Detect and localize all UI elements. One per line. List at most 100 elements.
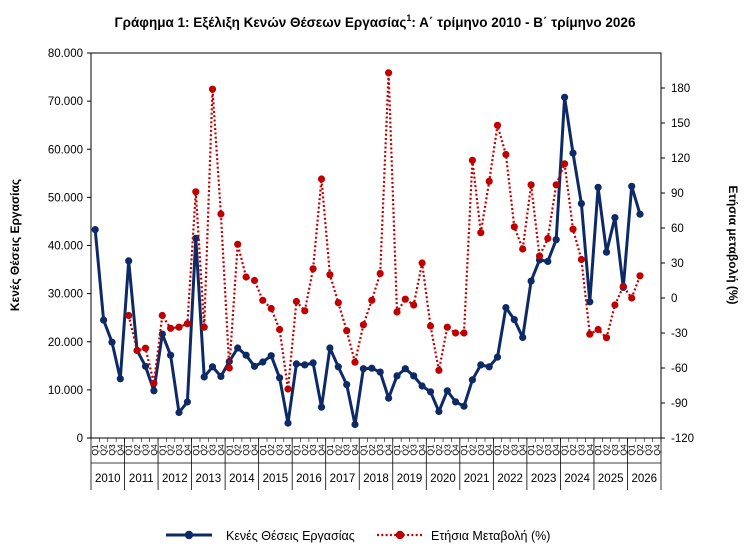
vacancies-point bbox=[435, 407, 443, 416]
vacancies-point bbox=[125, 257, 133, 265]
annual-change-point bbox=[192, 188, 200, 196]
annual-change-point bbox=[410, 301, 418, 309]
vacancies-point bbox=[183, 398, 191, 406]
quarter-label: Q4 bbox=[283, 444, 293, 456]
quarter-label: Q2 bbox=[132, 444, 142, 456]
annual-change-point bbox=[343, 327, 351, 335]
quarter-label: Q2 bbox=[400, 444, 410, 456]
quarter-label: Q1 bbox=[124, 444, 134, 456]
quarter-label: Q3 bbox=[509, 444, 519, 456]
year-label: 2015 bbox=[263, 473, 289, 485]
quarter-label: Q1 bbox=[157, 444, 167, 456]
vacancies-point bbox=[351, 420, 359, 429]
left-axis-tick-label: 40.000 bbox=[48, 241, 83, 253]
left-axis-tick-label: 0 bbox=[77, 433, 83, 445]
annual-change-point bbox=[393, 308, 401, 316]
annual-change-point bbox=[359, 321, 367, 329]
legend-marker-vacancies bbox=[184, 530, 194, 540]
annual-change-point bbox=[435, 366, 443, 374]
quarter-label: Q4 bbox=[618, 444, 628, 456]
year-label: 2010 bbox=[95, 473, 121, 485]
year-label: 2019 bbox=[397, 473, 423, 485]
left-axis-tick-label: 20.000 bbox=[48, 337, 83, 349]
annual-change-point bbox=[443, 323, 451, 331]
vacancies-point bbox=[602, 248, 611, 256]
quarter-label: Q4 bbox=[518, 444, 528, 456]
annual-change-point bbox=[468, 156, 476, 164]
quarter-label: Q3 bbox=[610, 444, 620, 456]
series-line-annual-change bbox=[127, 71, 642, 391]
quarter-label: Q1 bbox=[425, 444, 435, 456]
annual-change-point bbox=[284, 385, 292, 393]
vacancies-point bbox=[611, 214, 619, 222]
annual-change-point bbox=[594, 325, 602, 334]
quarter-label: Q4 bbox=[216, 444, 226, 456]
vacancies-point bbox=[116, 375, 124, 383]
annual-change-point bbox=[183, 320, 191, 328]
quarter-label: Q4 bbox=[585, 444, 595, 456]
annual-change-point bbox=[351, 358, 359, 366]
legend-label-annual-change: Ετήσια Μεταβολή (%) bbox=[431, 529, 550, 543]
annual-change-point bbox=[150, 379, 158, 387]
vacancies-point bbox=[301, 361, 309, 369]
vacancies-point bbox=[259, 358, 267, 366]
vacancies-point bbox=[477, 361, 485, 369]
annual-change-point bbox=[125, 311, 133, 320]
year-label: 2016 bbox=[296, 473, 322, 485]
vacancies-point bbox=[443, 387, 451, 395]
quarter-label: Q2 bbox=[166, 444, 176, 456]
quarter-label: Q3 bbox=[241, 444, 251, 456]
quarter-label: Q3 bbox=[375, 444, 385, 456]
vacancies-point bbox=[267, 352, 275, 360]
quarter-label: Q3 bbox=[107, 444, 117, 456]
annual-change-point bbox=[317, 175, 326, 183]
quarter-label: Q4 bbox=[115, 444, 125, 456]
annual-change-point bbox=[217, 210, 225, 218]
annual-change-point bbox=[200, 323, 208, 331]
right-axis-tick-label: 90 bbox=[671, 188, 684, 200]
annual-change-point bbox=[292, 297, 300, 306]
quarter-label: Q3 bbox=[140, 444, 150, 456]
annual-change-point bbox=[242, 273, 250, 281]
year-label: 2022 bbox=[497, 473, 523, 485]
vacancies-point bbox=[401, 365, 409, 373]
annual-change-point bbox=[611, 301, 619, 309]
year-label: 2025 bbox=[598, 473, 624, 485]
quarter-label: Q2 bbox=[434, 444, 444, 456]
annual-change-point bbox=[519, 245, 527, 253]
annual-change-point bbox=[334, 299, 342, 307]
annual-change-point bbox=[301, 307, 309, 315]
vacancies-point bbox=[100, 316, 108, 324]
annual-change-point bbox=[460, 329, 468, 337]
legend-label-vacancies: Κενές Θέσεις Εργασίας bbox=[226, 529, 355, 543]
quarter-label: Q2 bbox=[568, 444, 578, 456]
vacancies-point bbox=[577, 200, 586, 208]
quarter-label: Q2 bbox=[534, 444, 544, 456]
right-axis-tick-label: 0 bbox=[671, 293, 677, 305]
quarter-label: Q1 bbox=[191, 444, 201, 456]
quarter-label: Q4 bbox=[484, 444, 494, 456]
year-label: 2020 bbox=[430, 473, 456, 485]
annual-change-point bbox=[569, 225, 577, 233]
quarter-label: Q1 bbox=[258, 444, 268, 456]
year-label: 2013 bbox=[196, 473, 222, 485]
annual-change-point bbox=[326, 271, 334, 279]
vacancies-point bbox=[141, 362, 150, 370]
left-axis-tick-label: 30.000 bbox=[48, 289, 83, 301]
right-axis-tick-label: 30 bbox=[671, 258, 684, 270]
quarter-label: Q1 bbox=[526, 444, 536, 456]
annual-change-point bbox=[628, 294, 636, 302]
left-axis-tick-label: 80.000 bbox=[48, 48, 83, 60]
vacancies-point bbox=[326, 344, 334, 352]
annual-change-point bbox=[527, 181, 535, 189]
annual-change-point bbox=[544, 234, 552, 243]
vacancies-point bbox=[200, 373, 208, 381]
quarter-label: Q4 bbox=[249, 444, 259, 456]
quarter-label: Q1 bbox=[224, 444, 234, 456]
vacancies-point bbox=[561, 93, 569, 101]
year-label: 2021 bbox=[464, 473, 490, 485]
quarter-label: Q1 bbox=[627, 444, 637, 456]
vacancies-point bbox=[150, 387, 158, 395]
quarter-label: Q2 bbox=[501, 444, 511, 456]
quarter-label: Q3 bbox=[576, 444, 586, 456]
